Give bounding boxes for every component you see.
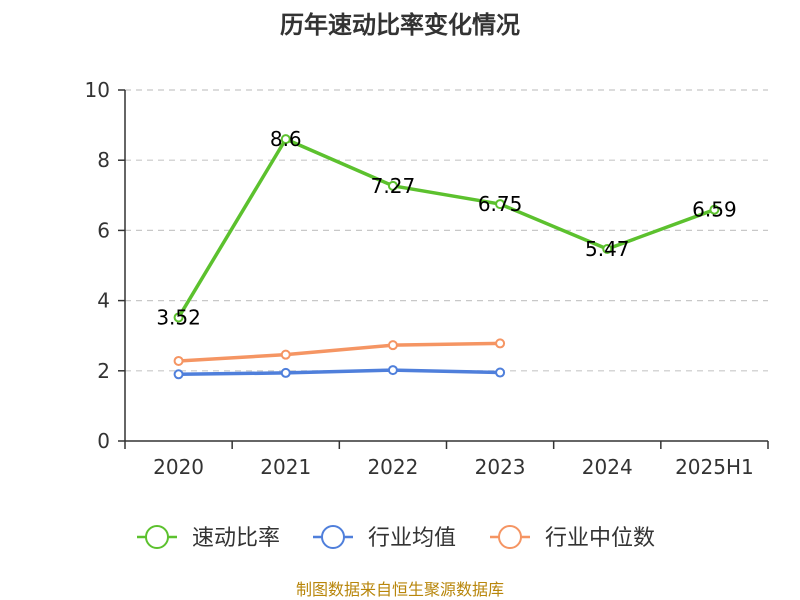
y-tick-label: 6	[97, 218, 110, 242]
grid-lines	[125, 89, 768, 372]
data-label: 3.52	[156, 305, 201, 329]
y-tick-label: 0	[97, 429, 110, 453]
data-point[interactable]	[495, 367, 506, 378]
legend-item[interactable]: 行业中位数	[490, 525, 655, 551]
x-tick-label: 2020	[153, 455, 204, 479]
data-point[interactable]	[387, 180, 398, 191]
x-tick-label: 2022	[367, 455, 418, 479]
legend-item[interactable]: 行业均值	[313, 525, 456, 551]
data-labels: 3.52 8.6 7.27 6.75 5.47 6.59	[156, 127, 736, 329]
axes	[124, 90, 768, 442]
y-axis-ticks: 0 2 4 6 8 10	[85, 78, 125, 453]
legend: 速动比率 行业均值 行业中位数	[137, 525, 655, 551]
data-point[interactable]	[173, 312, 184, 323]
data-point[interactable]	[387, 365, 398, 376]
data-point[interactable]	[173, 355, 184, 366]
data-point[interactable]	[280, 134, 291, 145]
y-tick-label: 2	[97, 359, 110, 383]
y-tick-label: 4	[97, 289, 110, 313]
data-point[interactable]	[280, 367, 291, 378]
x-axis-ticks: 2020 2021 2022 2023 2024 2025H1	[124, 441, 769, 479]
legend-marker-icon	[321, 525, 345, 549]
legend-label: 速动比率	[192, 526, 280, 551]
legend-marker-icon	[145, 525, 169, 549]
data-label: 7.27	[371, 174, 416, 198]
data-label: 6.59	[692, 198, 737, 222]
series-line	[178, 341, 501, 363]
legend-label: 行业中位数	[545, 526, 655, 551]
series-line	[178, 368, 501, 377]
x-tick-label: 2025H1	[675, 455, 754, 479]
data-label: 8.6	[270, 127, 302, 151]
y-tick-label: 8	[97, 148, 110, 172]
data-label: 6.75	[478, 192, 523, 216]
x-tick-label: 2024	[582, 455, 633, 479]
chart-title: 历年速动比率变化情况	[280, 11, 520, 39]
data-point[interactable]	[602, 244, 613, 255]
x-tick-label: 2021	[260, 455, 311, 479]
source-note: 制图数据来自恒生聚源数据库	[296, 580, 504, 599]
series	[173, 134, 720, 380]
data-label: 5.47	[585, 237, 630, 261]
series-line	[177, 137, 716, 319]
x-tick-label: 2023	[475, 455, 526, 479]
data-point[interactable]	[387, 340, 398, 351]
data-point[interactable]	[173, 369, 184, 380]
data-point[interactable]	[495, 199, 506, 210]
data-point[interactable]	[495, 338, 506, 349]
data-point[interactable]	[280, 349, 291, 360]
legend-marker-icon	[498, 525, 522, 549]
y-tick-label: 10	[85, 78, 110, 102]
data-point[interactable]	[709, 204, 720, 215]
legend-label: 行业均值	[368, 526, 456, 551]
legend-item[interactable]: 速动比率	[137, 525, 280, 551]
